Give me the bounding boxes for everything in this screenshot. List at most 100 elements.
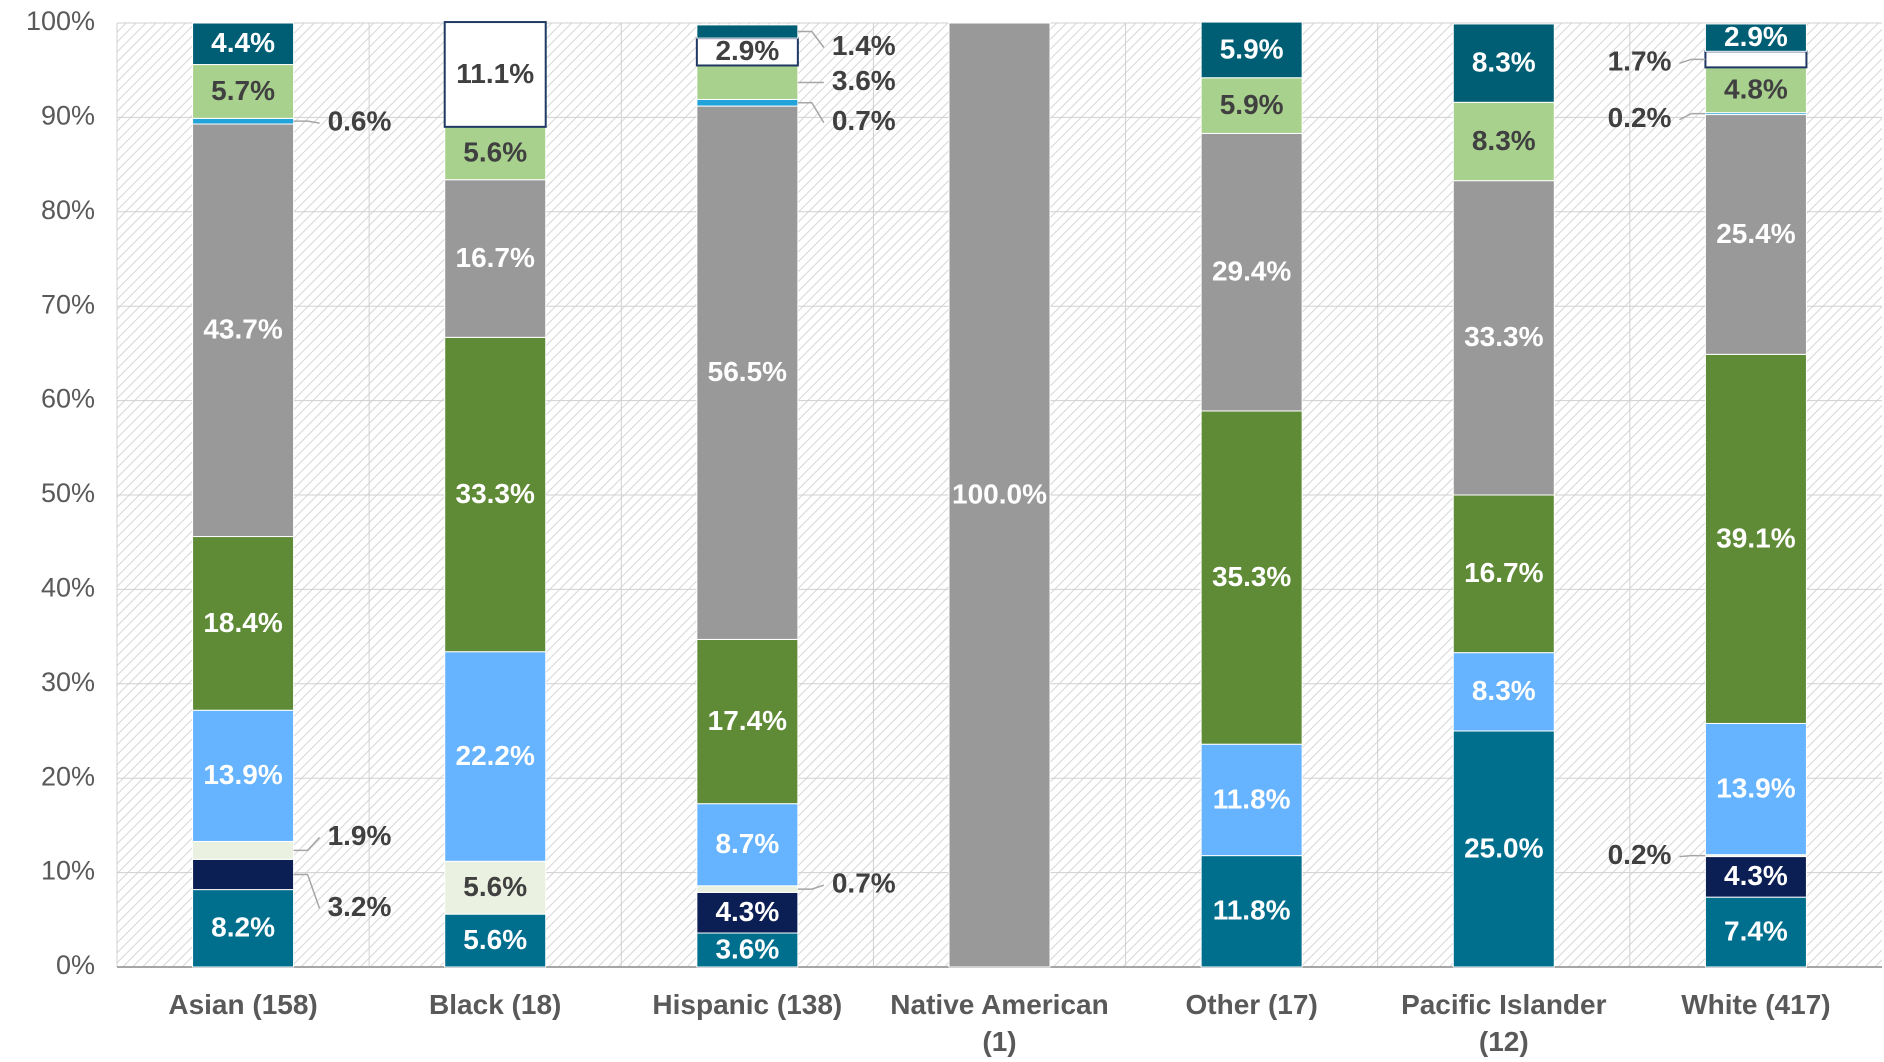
y-tick-label: 80%	[41, 195, 95, 225]
data-label: 3.2%	[328, 891, 392, 922]
bar-segment	[948, 22, 1051, 968]
data-label: 0.2%	[1608, 102, 1672, 133]
bar-segment	[192, 840, 295, 860]
data-label: 100.0%	[952, 478, 1047, 509]
bar-segment	[696, 891, 799, 934]
data-label: 0.6%	[328, 106, 392, 137]
bar-segment	[1704, 896, 1807, 968]
bar-segment	[192, 858, 295, 891]
leader-line	[293, 836, 321, 852]
data-label: 5.7%	[211, 75, 275, 106]
data-label: 5.6%	[463, 137, 527, 168]
data-label: 4.3%	[715, 896, 779, 927]
bar-segment	[1200, 855, 1303, 968]
data-label: 11.1%	[456, 58, 534, 89]
data-label: 7.4%	[1724, 915, 1788, 946]
data-label: 5.9%	[1220, 89, 1284, 120]
x-tick-label: Black (18)	[429, 989, 562, 1020]
y-tick-label: 10%	[41, 856, 95, 886]
data-label: 8.3%	[1472, 675, 1536, 706]
bar-segment	[1452, 101, 1555, 182]
bar-segment	[443, 21, 547, 128]
x-tick-label: Asian (158)	[168, 989, 318, 1020]
y-tick-label: 0%	[56, 950, 95, 980]
leader-line	[1679, 58, 1706, 65]
data-label: 5.9%	[1220, 33, 1284, 64]
data-label: 56.5%	[708, 356, 787, 387]
bar-segment	[696, 803, 799, 887]
bar-segment	[1704, 114, 1807, 355]
bar-segment	[1452, 494, 1555, 654]
bar-segment	[696, 64, 799, 100]
bar-segment	[192, 709, 295, 842]
leader-line	[797, 884, 825, 890]
bar-segment	[1200, 21, 1303, 79]
x-tick-label: White (417)	[1681, 989, 1831, 1020]
data-label: 0.2%	[1608, 839, 1672, 870]
x-tick-label: Other (17)	[1185, 989, 1318, 1020]
data-label: 3.6%	[715, 933, 779, 964]
bar-segment	[444, 179, 547, 338]
data-label: 1.4%	[832, 30, 896, 61]
data-label: 3.6%	[832, 65, 896, 96]
data-label: 25.0%	[1464, 832, 1543, 863]
data-label: 4.3%	[1724, 860, 1788, 891]
bar-segment	[1200, 410, 1303, 745]
data-label: 1.9%	[328, 820, 392, 851]
bar-segment	[1704, 353, 1807, 724]
data-label: 29.4%	[1212, 256, 1291, 287]
data-label: 8.2%	[211, 912, 275, 943]
bar-segment	[696, 105, 799, 640]
data-label: 39.1%	[1716, 522, 1795, 553]
bar-segment	[696, 885, 799, 893]
bar-segment	[444, 336, 547, 653]
data-label: 2.9%	[1724, 21, 1788, 52]
bar-segment	[696, 24, 799, 39]
data-label: 8.3%	[1472, 125, 1536, 156]
data-label: 11.8%	[1213, 783, 1291, 814]
bar-segment	[1452, 180, 1555, 496]
data-label: 16.7%	[1464, 557, 1543, 588]
data-label: 43.7%	[203, 314, 282, 345]
leader-line	[797, 30, 825, 48]
leader-line	[293, 120, 320, 124]
data-label: 2.9%	[715, 35, 779, 66]
x-tick-label: Pacific Islander (12)	[1401, 989, 1607, 1057]
data-label: 18.4%	[203, 607, 282, 638]
x-tick-label: Native American (1)	[890, 989, 1109, 1057]
y-tick-label: 100%	[26, 6, 95, 36]
bar-segment	[192, 889, 295, 968]
bar-segment	[696, 98, 799, 107]
data-label: 0.7%	[832, 868, 896, 899]
data-label: 33.3%	[1464, 321, 1543, 352]
bar-segment	[192, 22, 295, 66]
bar-segment	[1704, 50, 1808, 69]
bar-segment	[1452, 23, 1555, 103]
bar-segment	[192, 117, 295, 125]
y-tick-label: 30%	[41, 667, 95, 697]
data-label: 35.3%	[1212, 561, 1291, 592]
data-label: 11.8%	[1213, 895, 1291, 926]
bar-segment	[1704, 856, 1807, 898]
bar-segment	[444, 651, 547, 862]
data-label: 4.4%	[211, 27, 275, 58]
data-label: 13.9%	[203, 759, 282, 790]
data-label: 8.3%	[1472, 47, 1536, 78]
data-label: 17.4%	[708, 705, 787, 736]
bar-segment	[1452, 652, 1555, 732]
data-label: 8.7%	[715, 828, 779, 859]
bar-segment	[1452, 730, 1555, 968]
data-label: 22.2%	[456, 740, 535, 771]
bar-segment	[696, 638, 799, 805]
data-label: 1.7%	[1608, 46, 1672, 77]
bar-segment	[1200, 132, 1303, 412]
bar-segment	[192, 536, 295, 711]
bar-segment	[192, 123, 295, 538]
data-label: 25.4%	[1716, 218, 1795, 249]
bar-segment	[1200, 743, 1303, 857]
y-tick-label: 60%	[41, 384, 95, 414]
leader-line	[293, 873, 321, 909]
bar-segment	[1704, 23, 1807, 52]
y-tick-label: 70%	[41, 289, 95, 319]
